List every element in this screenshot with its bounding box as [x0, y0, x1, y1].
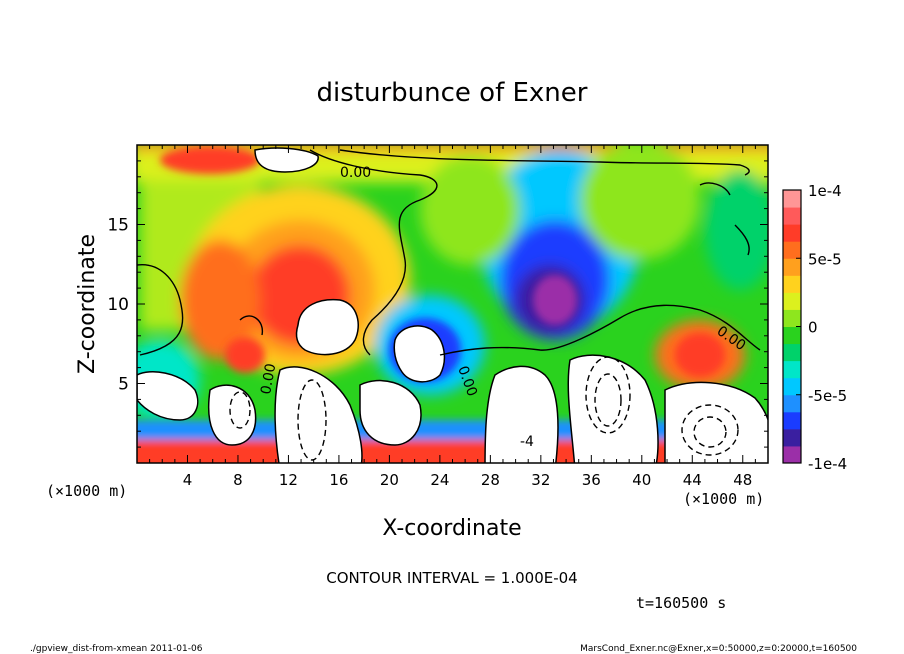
colorbar-ticks: 1e-4 5e-5 0 -5e-5 -1e-4 [796, 182, 847, 473]
x-tick-label: 16 [329, 471, 348, 489]
x-tick-label: 24 [430, 471, 449, 489]
white-saturated-regions [137, 147, 768, 463]
colorbar-cell [783, 326, 801, 345]
colorbar-cell [783, 258, 801, 276]
colorbar-cell [783, 445, 801, 464]
x-tick-label: 40 [632, 471, 651, 489]
x-tick-label: 20 [380, 471, 399, 489]
colorbar-cell [783, 428, 801, 447]
colorbar-cell [783, 360, 801, 379]
chart-title: disturbunce of Exner [317, 78, 588, 108]
x-tick-label: 4 [183, 471, 193, 489]
x-tick-label: 12 [279, 471, 298, 489]
colorbar: 1e-4 5e-5 0 -5e-5 -1e-4 [782, 182, 847, 473]
colorbar-cell [783, 309, 801, 327]
x-axis-label: X-coordinate [382, 516, 521, 541]
heatmap-field [137, 145, 768, 463]
contour-label: 0.00 [340, 165, 371, 181]
colorbar-cell [783, 275, 801, 293]
contour-lines [137, 149, 761, 356]
colorbar-cell [783, 207, 801, 225]
footer-left: ./gpview_dist-from-xmean 2011-01-06 [30, 644, 203, 654]
colorbar-tick-label: 0 [808, 319, 818, 337]
y-axis-label: Z-coordinate [75, 234, 100, 374]
colorbar-cells [783, 190, 801, 464]
colorbar-cell [783, 411, 801, 430]
colorbar-cell [783, 377, 801, 396]
contour-label: -4 [520, 434, 534, 450]
x-unit-label: (×1000 m) [46, 482, 127, 500]
x-unit-label-right: (×1000 m) [683, 490, 764, 508]
x-tick-label: 48 [733, 471, 752, 489]
colorbar-cell [783, 292, 801, 310]
x-axis-ticks: 4 8 12 16 20 24 28 32 36 40 44 48 [149, 145, 756, 489]
contour-label: 0.00 [258, 362, 279, 395]
colorbar-cell [783, 343, 801, 362]
x-tick-label: 44 [683, 471, 702, 489]
colorbar-tick-label: 5e-5 [808, 250, 842, 268]
y-tick-label: 15 [107, 216, 129, 236]
footer-right: MarsCond_Exner.nc@Exner,x=0:50000,z=0:20… [580, 644, 857, 654]
y-tick-label: 5 [118, 375, 129, 395]
y-axis-ticks: 5 10 15 [107, 160, 768, 448]
x-tick-label: 32 [531, 471, 550, 489]
x-tick-label: 28 [481, 471, 500, 489]
colorbar-cell [783, 241, 801, 259]
colorbar-tick-label: 1e-4 [808, 182, 842, 200]
colorbar-tick-label: -5e-5 [808, 387, 847, 405]
y-tick-label: 10 [107, 295, 129, 315]
colorbar-tick-label: -1e-4 [808, 455, 847, 473]
contour-interval-text: CONTOUR INTERVAL = 1.000E-04 [326, 569, 577, 587]
x-tick-label: 8 [233, 471, 243, 489]
colorbar-cell [783, 190, 801, 208]
negative-contour-lines [229, 356, 739, 461]
colorbar-cell [783, 394, 801, 413]
colorbar-cell [783, 224, 801, 242]
x-tick-label: 36 [582, 471, 601, 489]
time-text: t=160500 s [636, 594, 726, 612]
